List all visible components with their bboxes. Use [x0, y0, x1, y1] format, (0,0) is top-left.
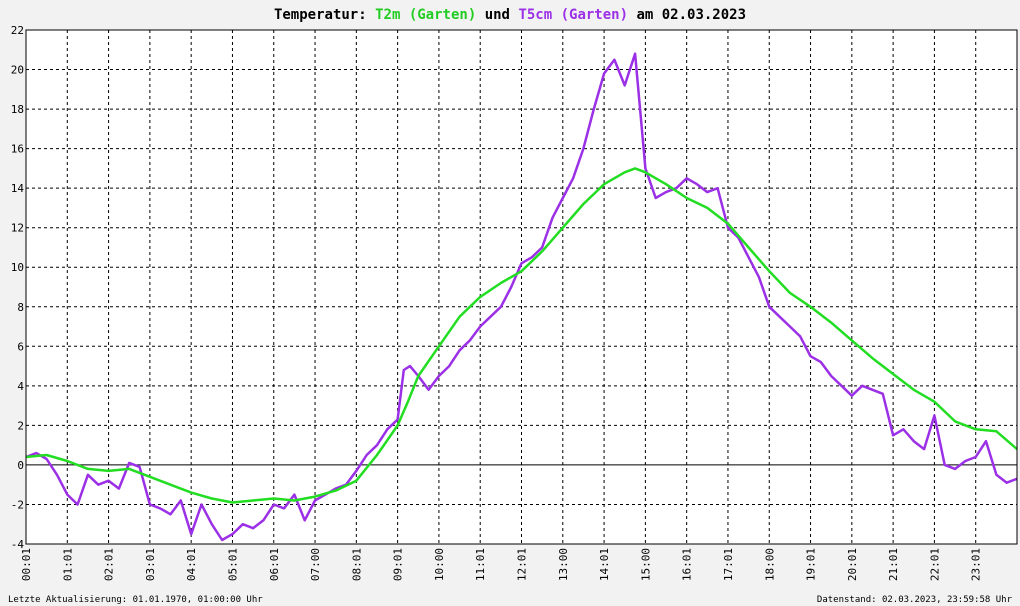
x-tick-label: 23:01 [970, 548, 983, 581]
x-tick-label: 22:01 [928, 548, 941, 581]
grid-lines [26, 30, 1017, 544]
x-tick-label: 12:01 [516, 548, 529, 581]
x-tick-labels: 00:01 01:01 02:01 03:01 04:01 05:01 06:01 07:00… [20, 548, 983, 581]
y-tick-label: 18 [11, 103, 24, 116]
y-tick-label: 14 [11, 182, 25, 195]
y-tick-label: 20 [11, 64, 24, 77]
y-tick-label: -2 [11, 498, 24, 511]
x-tick-label: 06:01 [268, 548, 281, 581]
x-tick-label: 20:01 [846, 548, 859, 581]
x-tick-label: 13:00 [557, 548, 570, 581]
x-tick-label: 19:01 [805, 548, 818, 581]
x-tick-label: 02:01 [103, 548, 116, 581]
y-tick-label: 16 [11, 143, 24, 156]
y-tick-label: 6 [17, 340, 24, 353]
y-tick-label: 4 [17, 380, 24, 393]
plot-area [26, 30, 1017, 544]
x-tick-label: 07:00 [309, 548, 322, 581]
x-tick-label: 08:01 [350, 548, 363, 581]
x-tick-label: 04:01 [185, 548, 198, 581]
series-lines [25, 52, 1018, 542]
x-tick-label: 14:01 [598, 548, 611, 581]
x-tick-label: 03:01 [144, 548, 157, 581]
series-line-t2m [25, 167, 1018, 504]
footer-last-update: Letzte Aktualisierung: 01.01.1970, 01:00… [8, 595, 263, 605]
x-tick-label: 21:01 [887, 548, 900, 581]
x-tick-label: 15:00 [639, 548, 652, 581]
x-tick-label: 11:01 [474, 548, 487, 581]
x-tick-label: 09:01 [392, 548, 405, 581]
y-tick-labels: -4 -2 0 2 4 6 8 10 12 14 16 18 20 22 [11, 24, 25, 551]
footer-data-status: Datenstand: 02.03.2023, 23:59:58 Uhr [817, 595, 1013, 605]
y-tick-label: 10 [11, 261, 24, 274]
x-tick-label: 01:01 [61, 548, 74, 581]
x-tick-label: 18:00 [763, 548, 776, 581]
y-tick-label: 0 [17, 459, 24, 472]
chart-title: Temperatur: T2m (Garten) und T5cm (Garte… [274, 7, 746, 23]
x-tick-label: 17:01 [722, 548, 735, 581]
x-tick-label: 16:01 [681, 548, 694, 581]
x-tick-label: 10:00 [433, 548, 446, 581]
y-tick-label: 2 [17, 419, 24, 432]
plot-border [25, 29, 1018, 545]
x-tick-label: 05:01 [226, 548, 239, 581]
y-tick-label: 12 [11, 222, 24, 235]
x-tick-label: 00:01 [20, 548, 33, 581]
y-tick-label: -4 [11, 538, 25, 551]
y-tick-label: 8 [17, 301, 24, 314]
y-tick-label: 22 [11, 24, 24, 37]
